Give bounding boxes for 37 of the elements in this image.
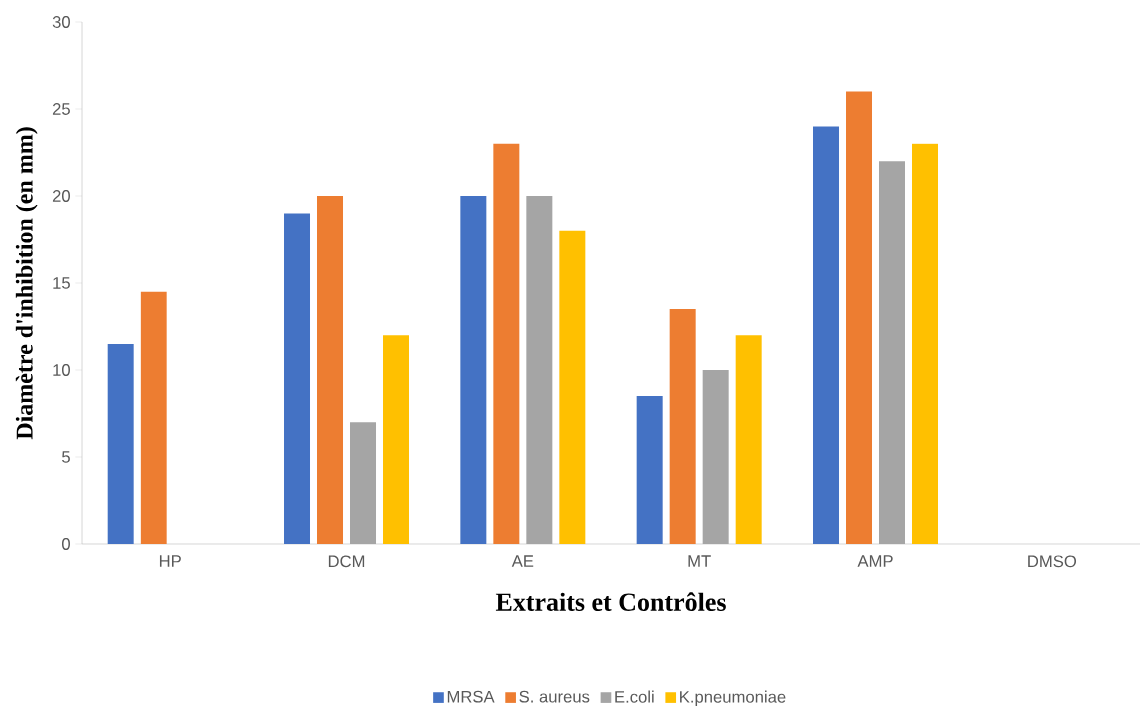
x-tick-label: AMP: [857, 555, 893, 567]
legend-label: S. aureus: [519, 690, 590, 703]
y-tick-label: 20: [52, 190, 70, 202]
bar: [350, 422, 377, 545]
legend-label: E.coli: [615, 690, 654, 703]
bar: [317, 196, 344, 545]
bar: [735, 335, 762, 545]
y-tick-label: 0: [62, 538, 70, 550]
x-tick-label: HP: [159, 555, 181, 567]
bar: [559, 230, 586, 545]
bar: [460, 196, 487, 545]
bar: [879, 161, 905, 545]
bar: [636, 396, 663, 545]
bar: [493, 143, 520, 545]
x-axis-title: Extraits et Contrôles: [495, 592, 726, 611]
bar: [912, 143, 939, 545]
bar: [140, 291, 167, 545]
x-tick-label: DMSO: [1028, 555, 1077, 568]
y-tick-label: 10: [53, 364, 70, 376]
y-tick-label: 25: [52, 103, 70, 115]
x-tick-label: DCM: [328, 555, 365, 568]
x-tick-label: MT: [688, 555, 711, 567]
y-axis-title: Diamètre d'inhibition (en mm): [15, 127, 38, 440]
y-tick-label: 15: [53, 277, 70, 289]
x-tick-label: AE: [511, 555, 534, 567]
bar: [846, 91, 873, 545]
legend-label: MRSA: [447, 690, 495, 703]
bar: [107, 343, 134, 545]
bar: [526, 196, 553, 545]
bar: [669, 309, 696, 545]
bar: [383, 335, 410, 545]
bar: [702, 370, 729, 545]
bar: [284, 213, 311, 545]
bar: [813, 126, 840, 545]
y-tick-label: 30: [52, 16, 70, 28]
legend-label: K.pneumoniae: [680, 690, 786, 707]
y-tick-label: 5: [62, 451, 70, 463]
